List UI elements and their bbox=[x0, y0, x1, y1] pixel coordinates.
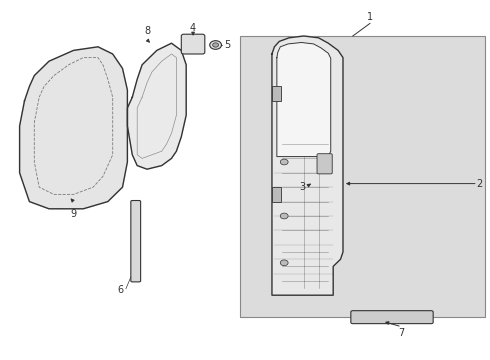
Text: 3: 3 bbox=[300, 182, 306, 192]
Circle shape bbox=[280, 159, 288, 165]
FancyBboxPatch shape bbox=[272, 86, 281, 101]
Text: 5: 5 bbox=[224, 40, 231, 50]
Text: 9: 9 bbox=[71, 209, 76, 219]
Text: 6: 6 bbox=[118, 285, 123, 295]
FancyBboxPatch shape bbox=[317, 154, 332, 174]
Text: 4: 4 bbox=[190, 23, 196, 33]
Text: 2: 2 bbox=[476, 179, 483, 189]
FancyBboxPatch shape bbox=[351, 311, 433, 324]
FancyBboxPatch shape bbox=[131, 201, 141, 282]
Polygon shape bbox=[127, 43, 186, 169]
Circle shape bbox=[210, 41, 221, 49]
Circle shape bbox=[213, 43, 219, 47]
FancyBboxPatch shape bbox=[240, 36, 485, 317]
Text: 1: 1 bbox=[367, 12, 373, 22]
Circle shape bbox=[280, 213, 288, 219]
Polygon shape bbox=[277, 42, 331, 157]
Polygon shape bbox=[272, 36, 343, 295]
Polygon shape bbox=[20, 47, 127, 209]
Text: 7: 7 bbox=[399, 328, 405, 338]
FancyBboxPatch shape bbox=[181, 34, 205, 54]
Circle shape bbox=[280, 260, 288, 266]
FancyBboxPatch shape bbox=[272, 187, 281, 202]
Text: 8: 8 bbox=[144, 26, 150, 36]
